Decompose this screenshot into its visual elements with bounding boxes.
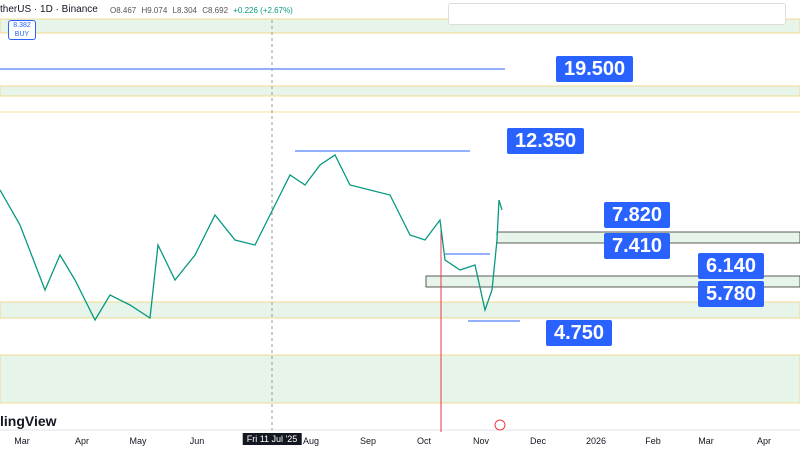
price-label: 19.500 [556, 56, 634, 82]
zone-box [425, 275, 800, 288]
low: L8.304 [172, 6, 197, 15]
x-tick-label: May [129, 436, 147, 446]
price-label: 6.140 [698, 253, 765, 279]
zone [0, 354, 800, 404]
buy-button[interactable]: 8.382 BUY [8, 20, 36, 40]
price-label: 7.820 [604, 202, 671, 228]
price-label: 4.750 [546, 320, 613, 346]
price-label: 5.780 [698, 281, 765, 307]
ohlc: O8.467 H9.074 L8.304 C8.692 +0.226 (+2.6… [110, 6, 296, 15]
x-tick-label: Fri 11 Jul '25 [242, 433, 302, 445]
x-tick-label: Mar [698, 436, 714, 446]
change: +0.226 (+2.67%) [233, 6, 293, 15]
zone [0, 85, 800, 97]
price-line [0, 154, 503, 322]
drawing-toolbar[interactable] [448, 3, 786, 25]
close: C8.692 [202, 6, 229, 15]
x-tick-label: Jun [189, 436, 205, 446]
x-tick-label: Apr [74, 436, 90, 446]
x-tick-label: Dec [529, 436, 547, 446]
high: H9.074 [141, 6, 168, 15]
zone [0, 301, 800, 319]
price-label: 7.410 [604, 233, 671, 259]
open: O8.467 [110, 6, 137, 15]
x-tick-label: Apr [756, 436, 772, 446]
x-tick-label: Mar [14, 436, 30, 446]
x-tick-label: Feb [645, 436, 661, 446]
symbol: therUS · 1D · Binance [0, 4, 98, 15]
x-tick-label: 2026 [585, 436, 607, 446]
x-tick-label: Aug [302, 436, 320, 446]
buy-label: BUY [14, 31, 30, 38]
x-tick-label: Nov [472, 436, 490, 446]
event-icon[interactable] [494, 419, 506, 431]
logo: lingView [0, 413, 57, 429]
buy-price: 8.382 [13, 22, 31, 29]
x-tick-label: Oct [416, 436, 432, 446]
price-label: 12.350 [507, 128, 585, 154]
x-tick-label: Sep [359, 436, 377, 446]
